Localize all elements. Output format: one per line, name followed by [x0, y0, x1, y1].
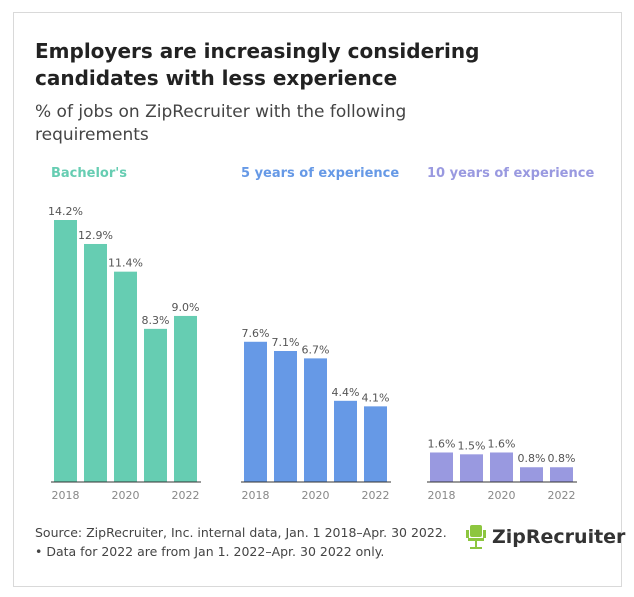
bar-charts: Bachelor's 14.2% 12.9% 11.4% 8.3%9.0% 2018 202… [48, 166, 594, 502]
data-label: 7.6% [242, 327, 270, 340]
bar [364, 406, 387, 482]
bar [490, 452, 513, 482]
bar [460, 454, 483, 482]
bar [334, 400, 357, 482]
tick-label: 2020 [112, 489, 140, 502]
tick-label: 2018 [52, 489, 80, 502]
data-label: 12.9% [78, 229, 113, 242]
data-label: 0.8% [518, 452, 546, 465]
panel-title: 5 years of experience [241, 166, 399, 181]
panel-title: 10 years of experience [427, 166, 594, 181]
data-label: 9.0% [172, 301, 200, 314]
bar [114, 271, 137, 482]
tick-label: 2018 [428, 489, 456, 502]
bar [54, 220, 77, 482]
bar [84, 243, 107, 482]
source-note: Source: ZipRecruiter, Inc. internal data… [35, 525, 447, 559]
data-label: 4.4% [332, 386, 360, 399]
tick-label: 2020 [488, 489, 516, 502]
data-label: 4.1% [362, 391, 390, 404]
data-label: 14.2% [48, 205, 83, 218]
tick-label: 2022 [362, 489, 390, 502]
data-label: 1.6% [488, 437, 516, 450]
logo-text: ZipRecruiter [492, 526, 626, 548]
tick-label: 2018 [242, 489, 270, 502]
ziprecruiter-logo: ZipRecruiter [466, 524, 625, 550]
data-label: 6.7% [302, 343, 330, 356]
chair-icon [466, 525, 486, 549]
chart-subtitle: % of jobs on ZipRecruiter with the follo… [35, 102, 407, 145]
bar [550, 467, 573, 482]
bar [520, 467, 543, 482]
bar [144, 328, 167, 482]
bar [244, 341, 267, 482]
tick-label: 2020 [302, 489, 330, 502]
data-label: 7.1% [272, 336, 300, 349]
bar [430, 452, 453, 482]
tick-label: 2022 [548, 489, 576, 502]
data-label: 1.5% [458, 439, 486, 452]
chart-title: Employers are increasingly considering c… [35, 39, 480, 90]
data-label: 11.4% [108, 257, 143, 270]
data-label: 1.6% [428, 437, 456, 450]
panel-title: Bachelor's [51, 166, 127, 181]
bar [304, 358, 327, 482]
bar [274, 351, 297, 482]
bar [174, 315, 197, 482]
data-label: 8.3% [142, 314, 170, 327]
tick-label: 2022 [172, 489, 200, 502]
data-label: 0.8% [548, 452, 576, 465]
